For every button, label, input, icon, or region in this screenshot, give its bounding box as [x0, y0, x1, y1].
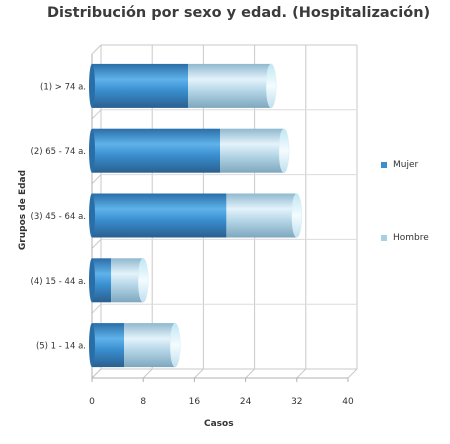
- bar-mujer-0: [92, 63, 188, 108]
- bar-start-cap-4: [89, 323, 95, 368]
- y-tick-label-4: (5) 1 - 14 a.: [36, 342, 86, 352]
- tick-labels: 0 8 16 24 32 40 (1) > 74 a. (2) 65 - 74 a. (3) 4…: [31, 82, 354, 407]
- bar-mujer-3: [92, 258, 112, 303]
- left-wall-line-2: [91, 174, 102, 184]
- bar-end-cap-2: [291, 193, 303, 238]
- x-axis-label: Casos: [204, 419, 234, 429]
- y-tick-label-1: (2) 65 - 74 a.: [31, 147, 86, 157]
- bar-hombre-0: [188, 63, 272, 108]
- y-axis-label: Grupos de Edad: [18, 169, 28, 251]
- legend-label-hombre: Hombre: [393, 233, 429, 243]
- legend-item-hombre[interactable]: Hombre: [381, 233, 429, 244]
- y-tick-label-3: (4) 15 - 44 a.: [31, 277, 86, 287]
- legend-swatch-mujer: [381, 162, 387, 168]
- bar-mujer-4: [92, 323, 124, 368]
- left-wall-line-5: [91, 368, 102, 379]
- bar-hombre-3: [111, 258, 144, 303]
- x-tick-label-3: 24: [240, 397, 252, 407]
- bar-mujer-1: [92, 128, 220, 173]
- left-wall-line-1: [91, 109, 102, 120]
- bar-end-cap-0: [265, 63, 277, 109]
- bar-end-cap-4: [169, 322, 181, 368]
- x-tick-label-5: 40: [342, 397, 354, 407]
- x-tick-label-1: 8: [140, 397, 146, 407]
- bar-hombre-4: [124, 323, 176, 368]
- x-tick-label-4: 32: [291, 397, 302, 407]
- floor-line-2: [194, 368, 204, 379]
- left-wall-line-4: [91, 303, 102, 314]
- y-tick-label-0: (1) > 74 a.: [40, 82, 86, 92]
- bar-start-cap-0: [89, 63, 95, 108]
- bar-start-cap-2: [89, 193, 95, 238]
- legend-swatch-hombre: [381, 235, 387, 241]
- y-tick-label-2: (3) 45 - 64 a.: [31, 212, 86, 222]
- left-wall-line-3: [91, 239, 102, 249]
- x-tick-label-2: 16: [189, 397, 201, 407]
- floor-line-5: [347, 368, 358, 379]
- bar-start-cap-1: [89, 128, 95, 173]
- bar-hombre-2: [226, 193, 297, 238]
- bar-end-cap-3: [137, 258, 149, 303]
- left-wall-line-0: [91, 44, 102, 55]
- legend-item-mujer[interactable]: Mujer: [381, 160, 418, 171]
- bar-end-cap-1: [278, 128, 290, 173]
- floor-line-1: [142, 368, 153, 379]
- bar-start-cap-3: [89, 258, 95, 303]
- floor-line-4: [296, 368, 307, 379]
- floor-line-3: [245, 368, 255, 379]
- x-tick-label-0: 0: [89, 397, 95, 407]
- bar-mujer-2: [92, 193, 227, 238]
- bar-hombre-1: [220, 128, 284, 173]
- legend-label-mujer: Mujer: [393, 160, 419, 170]
- bars: [89, 63, 303, 368]
- chart-title: Distribución por sexo y edad. (Hospitali…: [47, 5, 431, 21]
